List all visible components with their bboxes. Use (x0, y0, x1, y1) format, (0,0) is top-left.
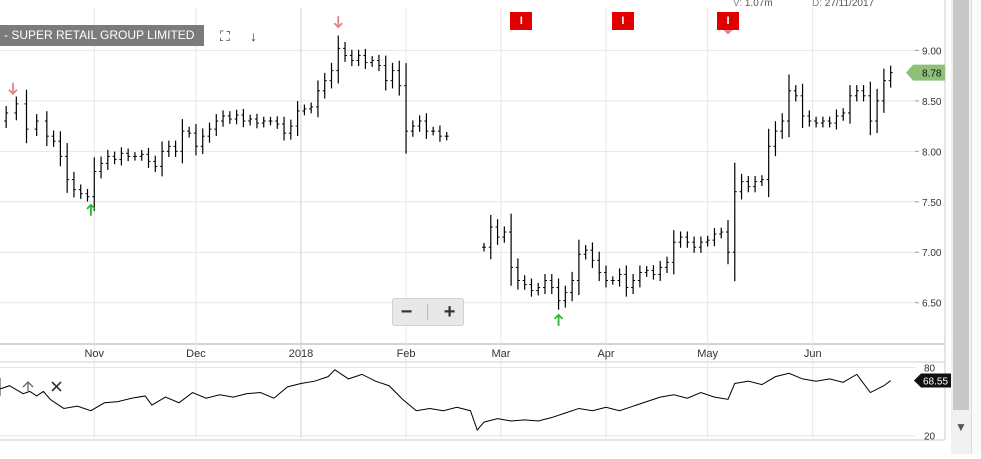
security-title: - SUPER RETAIL GROUP LIMITED (0, 25, 204, 46)
time-tick-label: Apr (597, 348, 614, 360)
expand-icon[interactable]: ⛶ (220, 28, 230, 44)
zoom-in-button[interactable]: + (443, 301, 456, 323)
price-panel-bg (0, 8, 915, 345)
chevron-down-icon[interactable]: ▼ (955, 420, 967, 434)
indicator-value-label: 68.55 (923, 377, 948, 388)
zoom-control: − + (392, 298, 464, 326)
download-arrow-icon[interactable]: ↓ (250, 28, 257, 44)
zoom-divider (427, 304, 429, 320)
price-tick-label: 7.00 (922, 248, 942, 259)
time-tick-label: 2018 (289, 348, 313, 360)
volume-readout: V: 1.07m (733, 0, 773, 9)
time-tick-label: Jun (804, 348, 822, 360)
indicator-tick-label: 80 (924, 364, 936, 375)
signal-down-arrowhead (333, 22, 343, 29)
date-value: 27/11/2017 (824, 0, 875, 9)
volume-label: V: (733, 0, 743, 9)
date-readout: D: 27/11/2017 (812, 0, 874, 9)
time-tick-label: May (697, 348, 718, 360)
arrow-up-icon[interactable] (22, 381, 34, 392)
time-tick-label: Nov (84, 348, 104, 360)
side-panel-edge (971, 0, 981, 454)
last-price-tag (906, 64, 945, 81)
indicator-series-line (0, 369, 891, 432)
zoom-out-button[interactable]: − (400, 301, 413, 323)
price-tick-label: 8.50 (922, 97, 942, 108)
event-flag[interactable]: I (510, 12, 533, 30)
price-tick-label: 9.00 (922, 46, 942, 57)
time-tick-label: Mar (491, 348, 510, 360)
indicator-controls (0, 377, 70, 397)
event-flag[interactable]: I (611, 12, 634, 30)
signal-down-arrowhead (723, 28, 733, 35)
signal-up-arrowhead (86, 203, 96, 210)
scrollbar-thumb[interactable] (953, 0, 969, 410)
volume-value: 1.07m (744, 0, 773, 9)
signal-up-arrowhead (553, 313, 564, 320)
signal-down-arrowhead (8, 89, 18, 96)
time-tick-label: Dec (186, 348, 206, 360)
last-price-label: 8.78 (922, 69, 942, 80)
date-label: D: (812, 0, 822, 9)
indicator-value-tag (914, 373, 952, 388)
price-tick-label: 8.00 (922, 147, 942, 158)
price-tick-label: 7.50 (922, 198, 942, 209)
price-tick-label: 6.50 (922, 299, 942, 310)
close-icon[interactable] (51, 381, 62, 392)
indicator-tick-label: 20 (924, 432, 936, 443)
time-tick-label: Feb (397, 348, 416, 360)
event-flag[interactable]: I (717, 12, 739, 30)
